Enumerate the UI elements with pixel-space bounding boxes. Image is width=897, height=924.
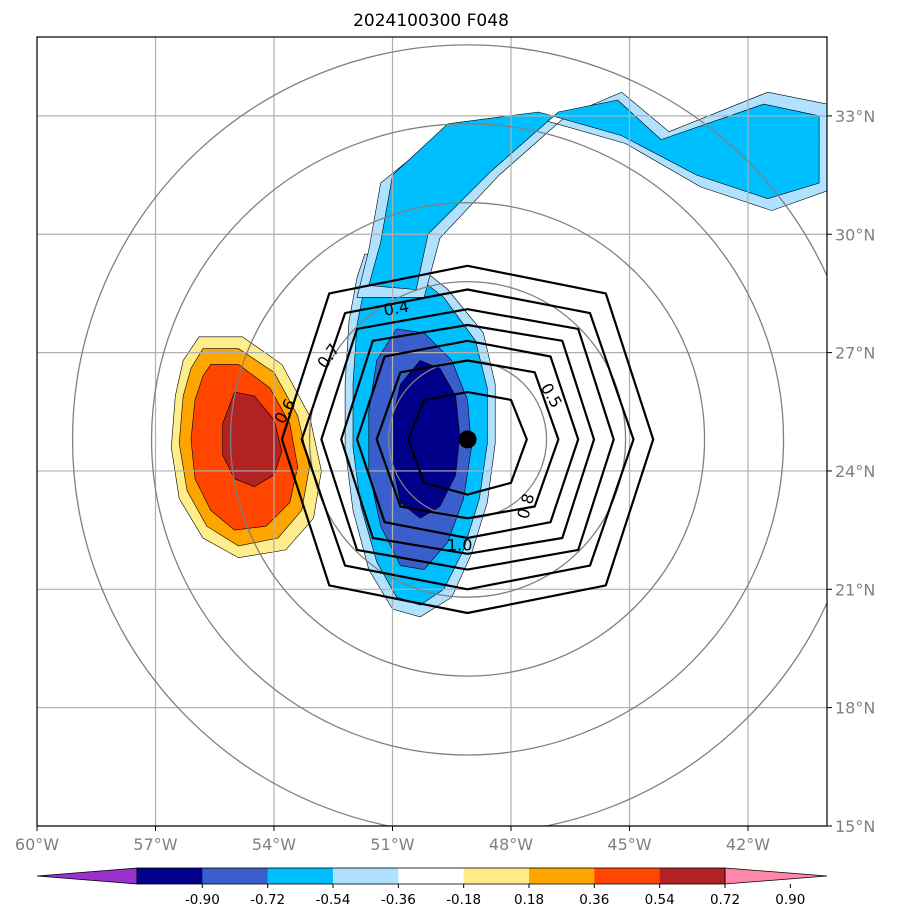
colorbar-frame	[136, 867, 726, 885]
colorbar-box	[659, 868, 726, 884]
plot-area	[37, 37, 827, 826]
colorbar-tick-label: -0.72	[250, 892, 285, 908]
contour-line	[340, 323, 596, 555]
colorbar-tick-label: -0.54	[316, 892, 351, 908]
colorbar-box	[594, 868, 661, 884]
colorbar-tick-label: 0.36	[579, 892, 609, 908]
x-tick-label: 42°W	[726, 835, 770, 854]
contour-line	[300, 288, 635, 591]
colorbar-extend-max	[724, 867, 828, 885]
contour-label: 0.4	[382, 297, 410, 320]
range-ring	[308, 280, 627, 598]
contour-label: 1.0	[447, 535, 472, 554]
center-dot	[458, 430, 477, 449]
colorbar-extend-min	[36, 867, 138, 885]
colorbar-tick-label: 0.72	[710, 892, 740, 908]
contour-line	[355, 339, 580, 540]
colorbar-box	[463, 868, 530, 884]
colorbar-tick-label: 0.54	[645, 892, 675, 908]
y-tick-label: 15°N	[835, 817, 875, 836]
colorbar-box	[202, 868, 269, 884]
colorbar: -0.90 -0.72 -0.54 -0.36 -0.18 0.18 0.36 0.54 0.7…	[36, 867, 828, 908]
contour-line	[280, 264, 655, 615]
colorbar-tick-label: -0.36	[381, 892, 416, 908]
contour-line	[375, 359, 560, 520]
contour-lines	[280, 264, 655, 615]
y-tick-label: 24°N	[835, 462, 875, 481]
center-marker	[458, 430, 477, 449]
colorbar-box	[137, 868, 203, 884]
shaded-region	[368, 99, 820, 290]
shaded-region	[222, 391, 283, 488]
x-tick-label: 45°W	[607, 835, 651, 854]
colorbar-tick-label: -0.18	[446, 892, 481, 908]
y-tick-label: 18°N	[835, 699, 875, 718]
x-tick-label: 60°W	[15, 835, 59, 854]
y-tick-label: 21°N	[835, 580, 875, 599]
y-tick-label: 27°N	[835, 344, 875, 363]
colorbar-tick-label: 0.18	[514, 892, 544, 908]
contour-line	[407, 391, 528, 496]
y-tick-label: 30°N	[835, 225, 875, 244]
colorbar-box	[267, 868, 334, 884]
contour-line	[320, 308, 615, 571]
plot-frame	[36, 36, 828, 827]
shaded-regions	[170, 91, 827, 618]
range-ring	[150, 123, 785, 756]
range-ring	[72, 44, 827, 826]
x-tick-label: 54°W	[252, 835, 296, 854]
range-rings	[72, 44, 827, 826]
colorbar-tick-label: 0.90	[775, 892, 805, 908]
range-ring	[229, 202, 706, 677]
y-axis-ticks: 15°N 18°N 21°N 24°N 27°N 30°N 33°N	[827, 107, 875, 836]
x-tick-label: 48°W	[489, 835, 533, 854]
colorbar-box	[529, 868, 595, 884]
x-tick-label: 51°W	[370, 835, 414, 854]
chart-title: 2024100300 F048	[353, 11, 509, 31]
colorbar-tick-label: -0.90	[185, 892, 220, 908]
x-axis-ticks: 60°W 57°W 54°W 51°W 48°W 45°W 42°W	[15, 826, 770, 854]
colorbar-box	[333, 868, 399, 884]
y-tick-label: 33°N	[835, 107, 875, 126]
colorbar-box	[398, 868, 465, 884]
grid-lines	[37, 37, 827, 826]
x-tick-label: 57°W	[133, 835, 177, 854]
